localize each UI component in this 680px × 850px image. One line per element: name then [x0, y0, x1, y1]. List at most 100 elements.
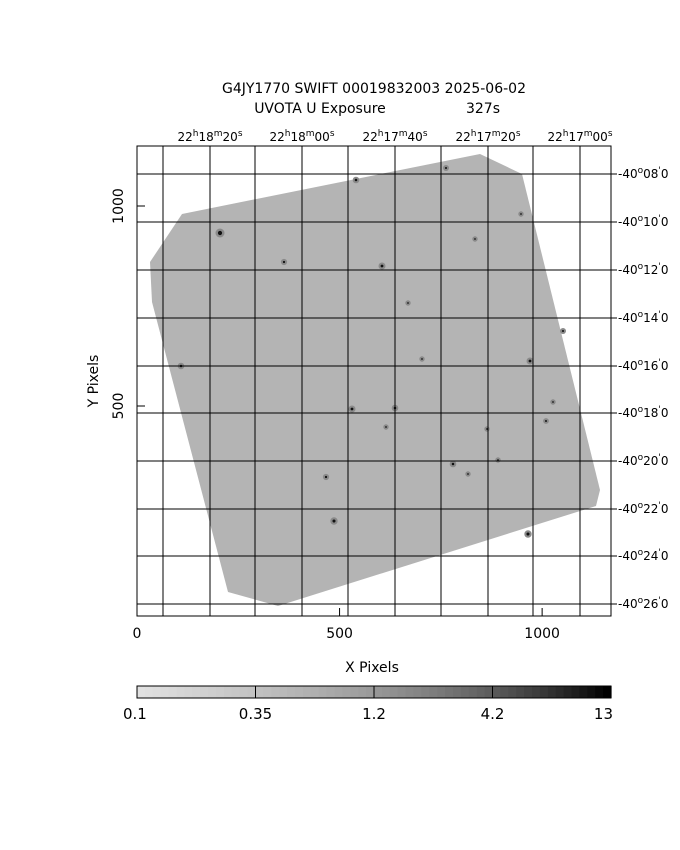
colorbar-segment: [437, 686, 446, 698]
source-point: [520, 213, 522, 215]
colorbar-segment: [468, 686, 478, 698]
colorbar-segment: [429, 686, 438, 698]
colorbar-segment: [279, 686, 288, 698]
colorbar-segment: [547, 686, 557, 698]
colorbar-segment: [453, 686, 462, 698]
colorbar-segment: [555, 686, 565, 698]
colorbar-segment: [350, 686, 359, 698]
source-point: [474, 238, 476, 240]
y-axis-ticks: 500 1000: [111, 188, 145, 419]
colorbar-segment: [579, 686, 588, 698]
source-point: [324, 475, 328, 479]
colorbar-segment: [342, 686, 351, 698]
colorbar-label: 4.2: [481, 705, 505, 723]
colorbar-segment: [263, 686, 272, 698]
source-point: [451, 462, 455, 466]
colorbar-segment: [318, 686, 328, 698]
source-point: [282, 260, 286, 264]
x-axis-label: X Pixels: [345, 660, 399, 676]
colorbar-segment: [484, 686, 494, 698]
colorbar-segment: [287, 686, 296, 698]
colorbar-segment: [381, 686, 391, 698]
ra-label: 22h17m40s: [362, 129, 427, 144]
source-point: [526, 532, 530, 536]
colorbar-segment: [397, 686, 407, 698]
colorbar-label: 13: [594, 705, 613, 723]
colorbar-segment: [239, 686, 249, 698]
source-point: [444, 166, 448, 170]
source-point: [354, 178, 358, 182]
colorbar-segment: [389, 686, 399, 698]
colorbar-segment: [532, 686, 541, 698]
colorbar-segment: [563, 686, 573, 698]
colorbar-segment: [366, 686, 375, 698]
x-axis-ticks: 0 500 1000: [133, 608, 560, 642]
coordinate-grid: [137, 146, 611, 616]
colorbar-segment: [334, 686, 343, 698]
colorbar-segment: [176, 686, 185, 698]
colorbar-segment: [421, 686, 430, 698]
source-point: [385, 426, 387, 428]
colorbar-segment: [223, 686, 233, 698]
source-point: [497, 459, 499, 461]
colorbar-label: 1.2: [362, 705, 386, 723]
dec-label: -40o24'0: [618, 548, 669, 563]
colorbar-segment: [476, 686, 486, 698]
colorbar-segment: [302, 686, 312, 698]
dec-label: -40o14'0: [618, 310, 669, 325]
colorbar-segment: [192, 686, 201, 698]
ra-label: 22h18m20s: [177, 129, 242, 144]
colorbar-segment: [587, 686, 596, 698]
source-point: [552, 401, 554, 403]
colorbar-segment: [492, 686, 501, 698]
source-list: [177, 165, 566, 538]
colorbar-labels: 0.1 0.35 1.2 4.2 13: [123, 686, 613, 723]
source-point: [467, 473, 469, 475]
x-tick-label: 1000: [524, 626, 560, 642]
colorbar-segment: [184, 686, 193, 698]
colorbar-segment: [152, 686, 162, 698]
dec-label: -40o22'0: [618, 501, 669, 516]
colorbar-segment: [539, 686, 549, 698]
dec-label: -40o16'0: [618, 358, 669, 373]
figure-title: G4JY1770 SWIFT 00019832003 2025-06-02: [222, 81, 526, 97]
x-tick-label: 0: [133, 626, 142, 642]
colorbar-segment: [405, 686, 415, 698]
source-point: [332, 519, 336, 523]
source-point: [561, 329, 565, 333]
colorbar-segment: [595, 686, 604, 698]
ra-axis-labels: 22h18m20s 22h18m00s 22h17m40s 22h17m20s 22h1…: [177, 129, 612, 144]
colorbar-segment: [516, 686, 525, 698]
colorbar-segment: [571, 686, 580, 698]
colorbar-segment: [216, 686, 225, 698]
figure-subtitle-instrument: UVOTA U Exposure: [254, 101, 386, 117]
colorbar-segment: [247, 686, 257, 698]
dec-label: -40o08'0: [618, 166, 669, 181]
colorbar-segment: [168, 686, 178, 698]
colorbar-segment: [231, 686, 241, 698]
source-point: [217, 230, 223, 236]
source-point: [407, 302, 409, 304]
colorbar-segment: [255, 686, 264, 698]
colorbar-segment: [326, 686, 336, 698]
colorbar-segment: [137, 686, 146, 698]
colorbar: 0.1 0.35 1.2 4.2 13: [123, 685, 613, 723]
source-point: [528, 359, 532, 363]
source-point: [421, 358, 423, 360]
source-point: [486, 428, 488, 430]
colorbar-segment: [460, 686, 470, 698]
colorbar-gradient: [137, 686, 612, 698]
colorbar-segment: [144, 686, 154, 698]
source-point: [545, 420, 547, 422]
dec-axis-labels: -40o08'0 -40o10'0 -40o12'0 -40o14'0 -40o16'0…: [611, 166, 669, 611]
colorbar-segment: [524, 686, 533, 698]
dec-label: -40o20'0: [618, 453, 669, 468]
colorbar-segment: [603, 686, 612, 698]
colorbar-label: 0.35: [239, 705, 272, 723]
colorbar-label: 0.1: [123, 705, 147, 723]
colorbar-segment: [413, 686, 422, 698]
y-tick-label: 1000: [111, 188, 127, 224]
figure-subtitle-exposure: 327s: [466, 101, 500, 117]
colorbar-segment: [374, 686, 383, 698]
